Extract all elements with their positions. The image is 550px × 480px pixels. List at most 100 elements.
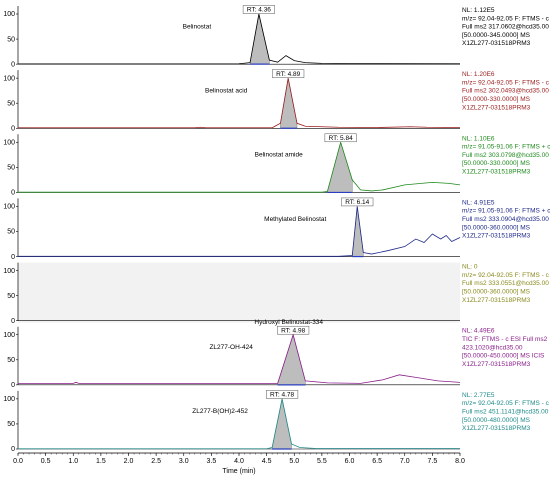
y-tick-label: 0 <box>11 254 15 261</box>
rt-label: RT: 4.36 <box>247 7 271 14</box>
rt-label-box <box>341 197 374 207</box>
panel-5: 0 50 100 Hydroxyl Belinostat-334 NL: 0m/z= 9… <box>3 262 550 326</box>
info-line-1: NL: 1.12E5 <box>462 7 495 14</box>
info-line-3: Full ms2 303.0798@hcd35.00 <box>462 152 549 159</box>
info-line-4: [50.0000-480.0000] MS <box>462 417 531 424</box>
info-line-5: X1ZL277-031518PRM3 <box>462 425 531 432</box>
y-tick-label: 100 <box>3 204 15 211</box>
compound-name: Belinostat amide <box>255 152 303 159</box>
y-tick-label: 100 <box>3 11 15 18</box>
empty-panel-bg <box>18 262 460 323</box>
x-tick-label: 1.5 <box>96 458 106 465</box>
info-line-5: X1ZL277-031518PRM3 <box>462 104 531 111</box>
x-tick-label: 4.5 <box>262 458 272 465</box>
x-tick-label: 2.5 <box>151 458 161 465</box>
compound-name: Methylated Belinostat <box>264 216 326 223</box>
y-tick-label: 100 <box>3 268 15 275</box>
trace-line <box>18 13 461 65</box>
info-line-3: Full ms2 333.0551@hcd35.00 <box>462 280 549 287</box>
y-tick-label: 0 <box>11 318 15 325</box>
info-line-2: m/z= 91.05-91.06 F: FTMS + c ESI <box>462 208 550 215</box>
compound-name: Hydroxyl Belinostat-334 <box>254 319 323 326</box>
info-line-3: Full ms2 451.1141@hcd35.00 <box>462 408 549 415</box>
x-tick-label: 8.0 <box>455 458 465 465</box>
y-tick-label: 50 <box>7 165 15 172</box>
x-tick-label: 7.5 <box>428 458 438 465</box>
x-axis-title: Time (min) <box>222 468 255 475</box>
rt-label-box <box>266 390 299 399</box>
x-tick-label: 0.0 <box>13 458 23 465</box>
info-line-2: m/z= 91.05-91.06 F: FTMS + c ESI <box>462 144 550 151</box>
trace-line <box>18 333 461 384</box>
y-tick-label: 0 <box>11 190 15 197</box>
rt-label-box <box>272 69 305 78</box>
info-line-2: m/z= 92.04-92.05 F: FTMS - c ESI <box>462 15 550 22</box>
info-line-4: [50.0000-360.0000] MS <box>462 288 531 295</box>
y-tick-label: 50 <box>7 293 15 300</box>
rt-label-box <box>242 5 275 14</box>
info-line-1: NL: 0 <box>462 264 478 271</box>
info-line-3: 423.1020@hcd35.00 <box>462 344 523 351</box>
compound-name: Belinostat <box>183 23 212 30</box>
y-tick-label: 0 <box>11 446 15 453</box>
info-line-1: NL: 1.20E6 <box>462 71 495 78</box>
panel-6: 0 50 100 RT: 4.98 ZL277-OH-424 NL: 4.49E6TIC … <box>3 325 548 389</box>
info-line-4: [50.0000-345.0000] MS <box>462 32 531 39</box>
panel-4: 0 50 100 RT: 6.14 Methylated Belinostat NL: 4… <box>3 197 550 261</box>
y-tick-label: 100 <box>3 332 15 339</box>
compound-name: ZL277-OH-424 <box>209 344 253 351</box>
y-tick-label: 100 <box>3 139 15 146</box>
rt-label-box <box>277 325 310 335</box>
x-tick-label: 0.5 <box>41 458 51 465</box>
info-line-3: Full ms2 317.0602@hcd35.00 <box>462 24 549 31</box>
panel-2: 0 50 100 RT: 4.89 Belinostat acid NL: 1.20E6m… <box>3 69 550 132</box>
info-line-5: X1ZL277-031518PRM3 <box>462 168 531 175</box>
panel-7: 0 50 100 RT: 4.78 ZL277-B(OH)2-452 NL: 2.77E5… <box>3 390 550 453</box>
info-line-4: [50.0000-360.0000] MS <box>462 224 531 231</box>
info-line-2: TIC F: FTMS - c ESI Full ms2 <box>462 336 548 343</box>
info-line-3: Full ms2 333.0904@hcd35.00 <box>462 216 549 223</box>
rt-label: RT: 4.78 <box>270 392 294 399</box>
peak-fill <box>271 398 292 450</box>
x-tick-label: 5.0 <box>289 458 299 465</box>
x-tick-label: 2.0 <box>124 458 134 465</box>
y-tick-label: 50 <box>7 229 15 236</box>
trace-line <box>18 140 461 193</box>
compound-name: ZL277-B(OH)2-452 <box>192 408 248 415</box>
compound-name: Belinostat acid <box>205 88 248 95</box>
info-line-2: m/z= 92.04-92.05 F: FTMS - c ESI <box>462 400 550 407</box>
x-axis: 0.0 0.5 1.0 1.5 2.0 2.5 3.0 3.5 4.0 4.5 5.0 5.5 6.0 6… <box>13 452 465 475</box>
info-line-1: NL: 4.49E6 <box>462 328 495 335</box>
info-line-1: NL: 2.77E5 <box>462 392 495 399</box>
peak-fill <box>352 206 364 257</box>
rt-label: RT: 4.89 <box>276 71 300 78</box>
info-line-5: X1ZL277-031518PRM3 <box>462 40 531 47</box>
info-line-5: X1ZL277-031518PRM3 <box>462 361 531 368</box>
peak-fill <box>280 78 298 129</box>
info-line-2: m/z= 92.04-92.05 F: FTMS - c ESI <box>462 79 550 86</box>
trace-line <box>18 78 461 129</box>
y-tick-label: 0 <box>11 125 15 132</box>
peak-fill <box>277 333 306 386</box>
x-tick-label: 5.5 <box>317 458 327 465</box>
info-line-3: Full ms2 302.0493@hcd35.00 <box>462 88 549 95</box>
info-line-5: X1ZL277-031518PRM3 <box>462 297 531 304</box>
y-tick-label: 0 <box>11 382 15 389</box>
x-tick-label: 7.0 <box>400 458 410 465</box>
x-tick-label: 3.5 <box>207 458 217 465</box>
panel-3: 0 50 100 RT: 5.84 Belinostat amide NL: 1.10E6… <box>3 133 550 197</box>
rt-label: RT: 6.14 <box>345 199 369 206</box>
rt-label-box <box>324 133 357 143</box>
x-tick-label: 3.0 <box>179 458 189 465</box>
y-tick-label: 50 <box>7 100 15 107</box>
rt-label: RT: 5.84 <box>329 135 353 142</box>
peak-fill <box>249 13 270 65</box>
y-tick-label: 50 <box>7 357 15 364</box>
trace-line <box>18 398 460 450</box>
trace-line <box>18 206 461 257</box>
info-line-1: NL: 1.10E6 <box>462 135 495 142</box>
y-tick-label: 0 <box>11 61 15 68</box>
y-tick-label: 50 <box>7 36 15 43</box>
